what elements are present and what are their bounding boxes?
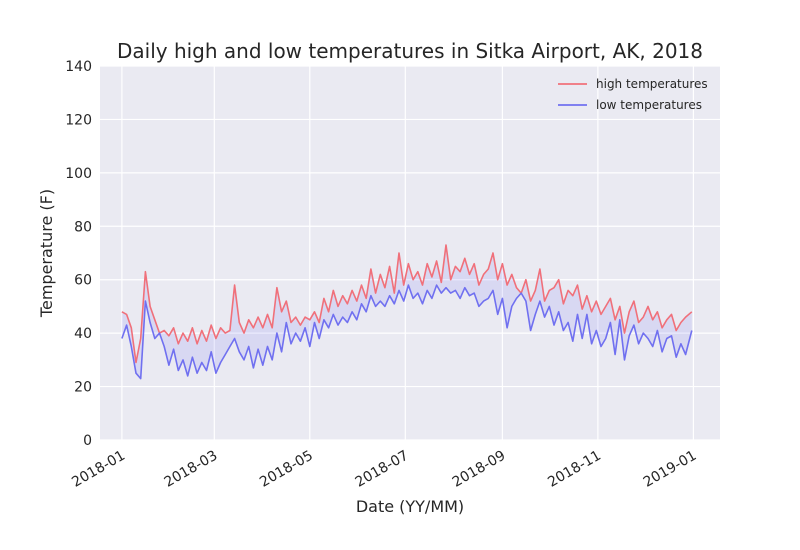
x-tick-label: 2018-03 [162,448,221,491]
y-axis-ticks: 0 20 40 60 80 100 120 140 [65,59,92,449]
plot-area [100,66,720,440]
x-axis-ticks: 2018-01 2018-03 2018-05 2018-07 2018-09 2018-… [69,448,699,491]
x-tick-label: 2018-07 [353,448,412,491]
legend-label: low temperatures [596,98,702,112]
y-tick-label: 120 [65,112,92,128]
y-tick-label: 140 [65,59,92,75]
series-lines [121,244,693,380]
y-tick-label: 100 [65,166,92,182]
y-tick-label: 60 [74,273,92,289]
low-temperature-line [121,284,693,380]
x-tick-label: 2018-11 [545,448,604,491]
fill-between-area [121,245,692,379]
chart-title: Daily high and low temperatures in Sitka… [117,39,703,63]
legend-label: high temperatures [596,77,708,91]
x-tick-label: 2018-01 [69,448,128,491]
x-tick-label: 2018-09 [450,448,509,491]
y-axis-label: Temperature (F) [37,189,56,318]
legend: high temperatures low temperatures [558,77,708,112]
y-tick-label: 20 [74,380,92,396]
gridlines [100,65,720,441]
x-tick-label: 2019-01 [641,448,700,491]
x-axis-label: Date (YY/MM) [356,497,464,516]
y-tick-label: 80 [74,219,92,235]
x-tick-label: 2018-05 [257,448,316,491]
high-temperature-line [121,244,693,364]
y-tick-label: 40 [74,326,92,342]
y-tick-label: 0 [83,433,92,449]
